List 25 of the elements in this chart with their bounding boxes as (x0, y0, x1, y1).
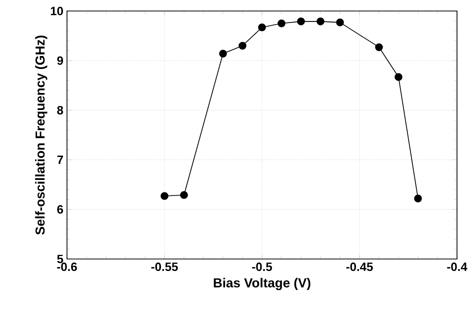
point (219, 50, 227, 58)
x-tick-label: -0.45 (346, 262, 373, 272)
x-tick-label: -0.6 (57, 262, 77, 272)
point (336, 18, 344, 26)
y-tick-label: 6 (57, 205, 64, 214)
y-axis-title: Self-oscillation Frequency (GHz) (35, 36, 48, 235)
point (238, 42, 246, 50)
x-tick-label: -0.55 (151, 262, 178, 272)
point (180, 191, 188, 199)
point (297, 18, 305, 26)
y-tick-label: 8 (57, 106, 64, 114)
point (394, 73, 402, 81)
point (258, 23, 266, 32)
point (316, 18, 324, 26)
point (414, 194, 422, 202)
x-tick-label: -0.5 (252, 262, 272, 272)
y-tick-label: 10 (50, 6, 63, 16)
x-axis-title: Bias Voltage (V) (214, 278, 310, 290)
y-tick-label: 9 (57, 56, 64, 65)
point (375, 43, 383, 52)
y-tick-label: 5 (57, 254, 64, 264)
point (160, 192, 168, 200)
x-tick-label: -0.4 (447, 262, 468, 272)
point (278, 20, 286, 28)
y-tick-label: 7 (57, 156, 63, 164)
